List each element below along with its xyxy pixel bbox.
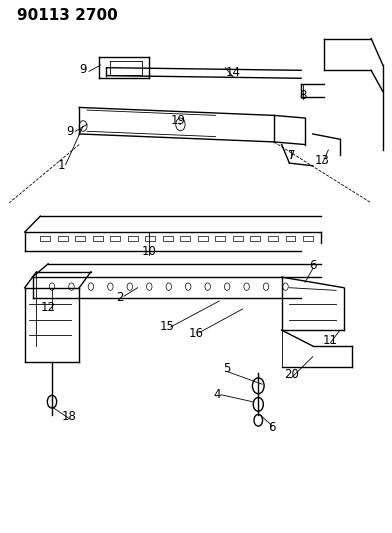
Text: 1: 1 (58, 159, 65, 172)
Text: 8: 8 (299, 89, 307, 102)
Text: 11: 11 (323, 334, 338, 347)
Text: 6: 6 (268, 421, 276, 434)
Text: 15: 15 (160, 320, 174, 334)
Text: 4: 4 (214, 389, 221, 401)
Bar (303, 236, 313, 241)
Text: 2: 2 (116, 291, 124, 304)
Text: 90113 2700: 90113 2700 (17, 8, 118, 23)
Text: 20: 20 (284, 368, 299, 381)
Text: 9: 9 (66, 125, 73, 138)
Bar (180, 236, 190, 241)
Bar (233, 236, 243, 241)
Text: 12: 12 (41, 301, 56, 314)
Text: 7: 7 (288, 149, 295, 161)
Bar (93, 236, 103, 241)
Bar (145, 236, 155, 241)
Text: 16: 16 (189, 327, 203, 340)
Bar (40, 236, 50, 241)
Bar (128, 236, 138, 241)
Text: 5: 5 (223, 362, 231, 375)
Bar (216, 236, 225, 241)
Bar (163, 236, 172, 241)
Text: 14: 14 (225, 67, 240, 79)
Bar (198, 236, 208, 241)
Text: 13: 13 (315, 154, 330, 167)
Text: 19: 19 (171, 114, 186, 127)
Bar (250, 236, 260, 241)
Text: 10: 10 (142, 245, 157, 258)
Text: 18: 18 (62, 409, 77, 423)
Text: 6: 6 (309, 259, 316, 272)
Bar (111, 236, 120, 241)
Bar (75, 236, 85, 241)
Bar (285, 236, 295, 241)
Bar (268, 236, 278, 241)
Bar (58, 236, 67, 241)
Text: 9: 9 (79, 63, 87, 76)
